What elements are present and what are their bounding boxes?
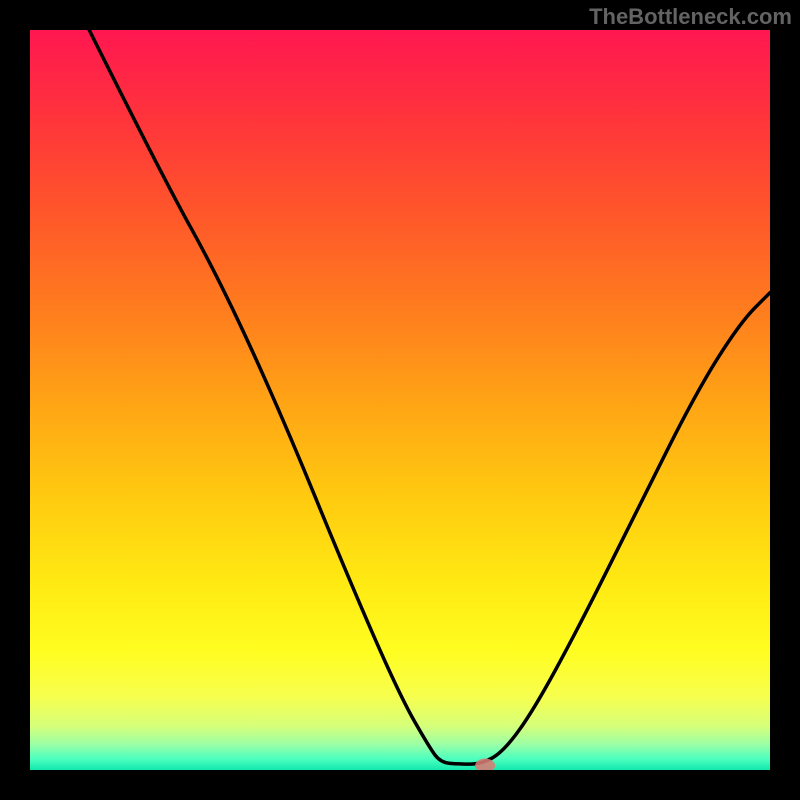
chart-container: TheBottleneck.com: [0, 0, 800, 800]
bottleneck-plot: [30, 30, 770, 770]
watermark-label: TheBottleneck.com: [589, 4, 792, 30]
gradient-background: [30, 30, 770, 770]
